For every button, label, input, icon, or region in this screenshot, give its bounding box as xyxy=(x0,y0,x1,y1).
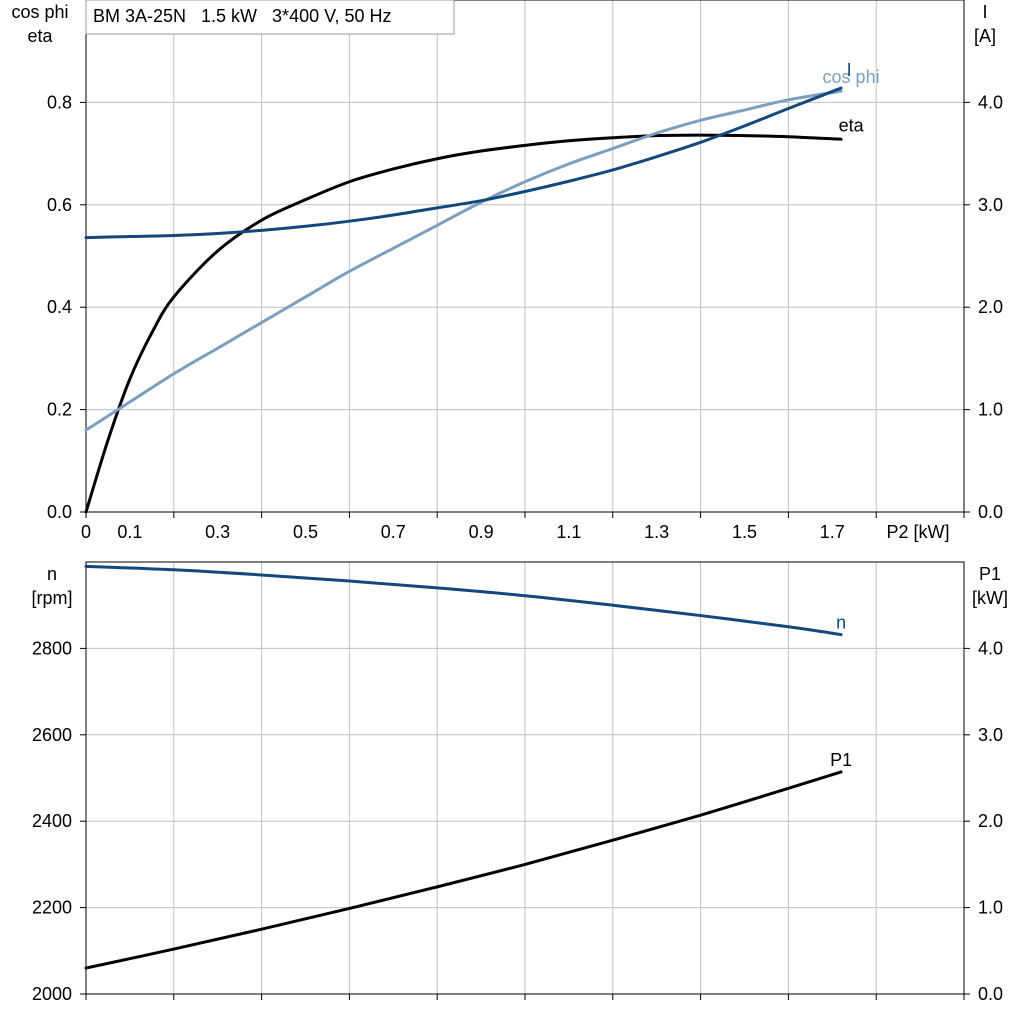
top-right-tick-label: 2.0 xyxy=(978,297,1003,317)
bottom-left-axis-title-line2: [rpm] xyxy=(31,588,72,608)
bottom-series-group xyxy=(84,564,843,970)
bottom-right-tick-label: 3.0 xyxy=(978,725,1003,745)
top-right-tick-label: 3.0 xyxy=(978,195,1003,215)
top-right-axis-title-line1: I xyxy=(982,2,987,22)
top-x-ticks: 0 0.1 0.3 0.5 0.7 0.9 1.1 1.3 1.5 1.7 xyxy=(81,522,845,542)
bottom-right-axis-title-line2: [kW] xyxy=(972,588,1008,608)
curve-label-p1: P1 xyxy=(830,750,852,770)
x-tick-label: 0.5 xyxy=(293,522,318,542)
bottom-panel-frame xyxy=(85,561,965,995)
x-tick-label: 0.7 xyxy=(381,522,406,542)
top-left-tick-label: 0.0 xyxy=(47,502,72,522)
curve-label-eta: eta xyxy=(839,115,865,135)
x-tick-label: 1.5 xyxy=(732,522,757,542)
bottom-left-axis-title-line1: n xyxy=(47,564,57,584)
top-series-group xyxy=(84,86,843,514)
bottom-right-tick-label: 2.0 xyxy=(978,811,1003,831)
bottom-right-tick-label: 1.0 xyxy=(978,898,1003,918)
bottom-panel-grid xyxy=(85,562,965,1000)
bottom-left-tick-label: 2200 xyxy=(32,898,72,918)
top-right-y-ticks: 0.0 1.0 2.0 3.0 4.0 xyxy=(964,92,1003,522)
x-axis-title: P2 [kW] xyxy=(886,522,949,542)
bottom-left-tick-label: 2000 xyxy=(32,984,72,1004)
top-right-tick-label: 1.0 xyxy=(978,400,1003,420)
chart-title: BM 3A-25N 1.5 kW 3*400 V, 50 Hz xyxy=(93,6,391,26)
curve-label-cos-phi: cos phi xyxy=(823,67,880,87)
x-tick-label: 0.3 xyxy=(205,522,230,542)
top-left-tick-label: 0.6 xyxy=(47,195,72,215)
top-left-tick-label: 0.4 xyxy=(47,297,72,317)
curve-label-i: I xyxy=(847,60,852,80)
bottom-left-tick-label: 2800 xyxy=(32,638,72,658)
top-left-axis-title-line2: eta xyxy=(27,26,53,46)
chart-title-box xyxy=(85,0,455,35)
top-right-axis-title-line2: [A] xyxy=(974,26,996,46)
bottom-right-tick-label: 4.0 xyxy=(978,638,1003,658)
x-tick-label: 0.9 xyxy=(469,522,494,542)
x-tick-label: 1.7 xyxy=(820,522,845,542)
top-right-tick-label: 4.0 xyxy=(978,92,1003,112)
x-tick-label: 0 xyxy=(81,522,91,542)
bottom-left-tick-label: 2400 xyxy=(32,811,72,831)
series-line-cos-phi xyxy=(84,89,843,432)
curve-label-n: n xyxy=(836,613,846,633)
bottom-left-y-ticks: 2000 2200 2400 2600 2800 xyxy=(32,638,86,1004)
bottom-right-y-ticks: 0.0 1.0 2.0 3.0 4.0 xyxy=(964,638,1003,1004)
top-left-axis-title-line1: cos phi xyxy=(11,2,68,22)
bottom-curve-labels: n P1 xyxy=(830,613,852,770)
top-right-tick-label: 0.0 xyxy=(978,502,1003,522)
series-line-p1 xyxy=(84,770,843,970)
top-left-tick-label: 0.2 xyxy=(47,400,72,420)
x-tick-label: 0.1 xyxy=(117,522,142,542)
bottom-left-tick-label: 2600 xyxy=(32,725,72,745)
top-panel-frame xyxy=(85,0,965,513)
top-left-y-ticks: 0.0 0.2 0.4 0.6 0.8 xyxy=(47,92,86,522)
x-tick-label: 1.3 xyxy=(644,522,669,542)
bottom-right-tick-label: 0.0 xyxy=(978,984,1003,1004)
top-left-tick-label: 0.8 xyxy=(47,92,72,112)
series-line-n xyxy=(84,564,843,637)
x-tick-label: 1.1 xyxy=(556,522,581,542)
bottom-right-axis-title-line1: P1 xyxy=(979,564,1001,584)
series-line-i xyxy=(84,86,843,240)
series-line-eta xyxy=(84,133,843,514)
